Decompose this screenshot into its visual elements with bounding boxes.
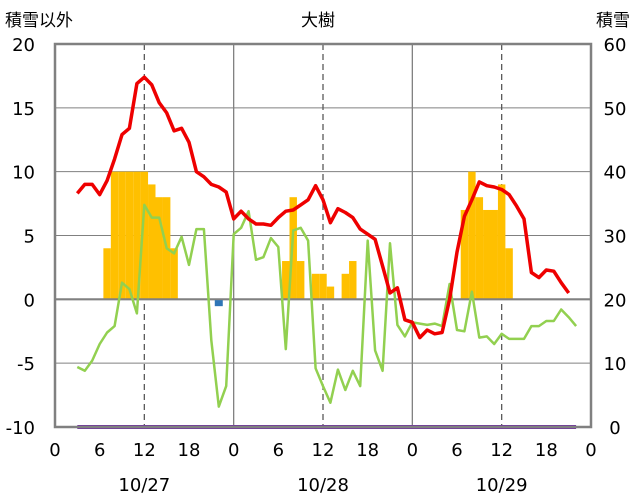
x-tick-label: 6 xyxy=(273,440,284,461)
left-tick-label: -10 xyxy=(6,418,35,439)
snow-bar xyxy=(170,248,178,300)
right-tick-label: 10 xyxy=(604,354,627,375)
x-tick-label: 12 xyxy=(133,440,156,461)
snow-bar xyxy=(349,261,357,300)
snow-bars xyxy=(103,171,513,300)
x-tick-label: 12 xyxy=(312,440,335,461)
snow-bar xyxy=(311,273,320,300)
x-tick-label: 0 xyxy=(49,440,60,461)
left-tick-label: 20 xyxy=(12,35,35,56)
snow-bar xyxy=(296,261,305,300)
snow-bar xyxy=(468,171,476,300)
snow-bar xyxy=(155,197,163,300)
left-tick-label: 5 xyxy=(24,227,35,248)
left-tick-label: 10 xyxy=(12,163,35,184)
red-series-line xyxy=(75,75,571,340)
blue-marker xyxy=(214,300,223,307)
snow-bar xyxy=(282,261,290,300)
x-tick-label: 6 xyxy=(451,440,462,461)
right-tick-label: 50 xyxy=(604,99,627,120)
snow-bar xyxy=(319,273,327,300)
date-label: 10/29 xyxy=(476,475,528,496)
snow-bar xyxy=(140,171,149,300)
x-tick-label: 18 xyxy=(178,440,201,461)
chart-title: 大樹 xyxy=(301,11,335,31)
left-axis-ticks: 20 15 10 5 0 -5 -10 xyxy=(6,35,35,439)
x-tick-label: 0 xyxy=(407,440,418,461)
green-series-line xyxy=(76,203,578,408)
snow-bar xyxy=(483,209,491,300)
date-label: 10/27 xyxy=(118,475,170,496)
x-tick-label: 0 xyxy=(585,440,596,461)
plot-frame xyxy=(53,42,593,429)
x-tick-label: 6 xyxy=(94,440,105,461)
x-tick-label: 0 xyxy=(228,440,239,461)
x-axis-date-labels: 10/27 10/28 10/29 xyxy=(118,475,527,496)
snow-bar xyxy=(118,171,126,300)
left-tick-label: 0 xyxy=(24,290,35,311)
snow-bar xyxy=(125,171,134,300)
left-tick-label: 15 xyxy=(12,99,35,120)
right-tick-label: 0 xyxy=(609,418,620,439)
right-tick-label: 40 xyxy=(604,163,627,184)
x-axis-ticks: 0 6 12 18 0 6 12 18 0 6 12 18 0 xyxy=(49,440,596,461)
snow-bar xyxy=(148,184,156,300)
snow-bar xyxy=(505,248,513,300)
snow-bar xyxy=(460,209,469,300)
left-axis-label: 積雪以外 xyxy=(5,11,73,31)
snow-bar xyxy=(341,273,350,300)
snow-bar xyxy=(490,209,498,300)
right-tick-label: 20 xyxy=(604,290,627,311)
left-tick-label: -5 xyxy=(17,354,35,375)
right-axis-label: 積雪 xyxy=(596,11,630,31)
snow-bar xyxy=(326,286,335,300)
snow-bar xyxy=(133,171,141,300)
snow-bar xyxy=(103,248,111,300)
snow-bar xyxy=(497,184,506,300)
date-label: 10/28 xyxy=(297,475,349,496)
right-tick-label: 30 xyxy=(604,227,627,248)
x-tick-label: 18 xyxy=(535,440,558,461)
x-tick-label: 18 xyxy=(356,440,379,461)
right-axis-ticks: 60 50 40 30 20 10 0 xyxy=(604,35,627,439)
plot-border xyxy=(53,42,593,429)
x-tick-label: 12 xyxy=(490,440,513,461)
snow-bar xyxy=(110,171,119,300)
right-tick-label: 60 xyxy=(604,35,627,56)
snow-bar xyxy=(475,197,484,300)
